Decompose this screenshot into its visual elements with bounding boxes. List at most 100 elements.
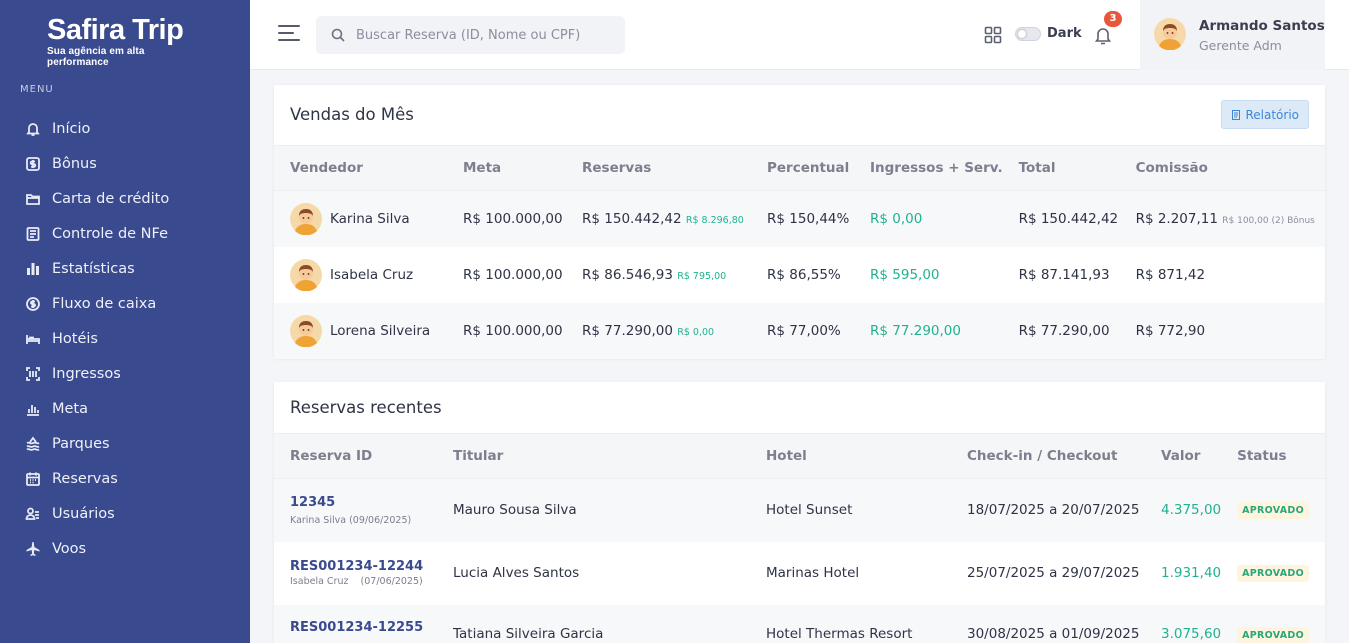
meta-cell: R$ 100.000,00 bbox=[447, 302, 566, 359]
reserva-id-link[interactable]: RES001234-12255 bbox=[290, 619, 424, 635]
table-row[interactable]: Isabela Cruz R$ 100.000,00 R$ 86.546,93 … bbox=[274, 247, 1325, 303]
sales-card: Vendas do Mês Relatório Vendedor Meta Re… bbox=[274, 85, 1325, 359]
user-name: Armando Santos bbox=[1199, 18, 1325, 34]
sidebar-item-ingressos[interactable]: Ingressos bbox=[0, 356, 250, 391]
sidebar-item-label: Hotéis bbox=[52, 330, 98, 347]
valor-cell: 4.375,00 bbox=[1145, 478, 1222, 542]
bed-icon bbox=[24, 330, 42, 348]
reserva-seller-date: Isabela Cruz (07/06/2025) bbox=[290, 576, 423, 587]
reserva-id-link[interactable]: RES001234-12244 bbox=[290, 559, 424, 574]
col-checkin-checkout: Check-in / Checkout bbox=[951, 433, 1145, 479]
sales-table: Vendedor Meta Reservas Percentual Ingres… bbox=[274, 145, 1325, 359]
comissao-cell: R$ 871,42 bbox=[1120, 247, 1325, 303]
titular-cell: Mauro Sousa Silva bbox=[437, 478, 750, 542]
reserva-id-link[interactable]: 12345 bbox=[290, 494, 336, 510]
seller-avatar bbox=[290, 258, 322, 291]
bell-icon bbox=[24, 120, 42, 138]
brand-title: Safira Trip bbox=[47, 14, 184, 46]
seller-cell: Lorena Silveira bbox=[274, 302, 447, 359]
sidebar-item-label: Meta bbox=[52, 400, 89, 417]
reservations-table: Reserva ID Titular Hotel Check-in / Chec… bbox=[274, 433, 1325, 643]
user-role: Gerente Adm bbox=[1199, 38, 1282, 53]
sales-card-title: Vendas do Mês bbox=[290, 105, 414, 124]
ingressos-cell: R$ 0,00 bbox=[854, 190, 1003, 247]
col-meta: Meta bbox=[447, 145, 566, 191]
report-button[interactable]: Relatório bbox=[1221, 100, 1309, 129]
sidebar-item-controle-nfe[interactable]: Controle de NFe bbox=[0, 216, 250, 251]
report-icon bbox=[1232, 109, 1241, 120]
dollar-circle-icon bbox=[24, 295, 42, 313]
sidebar-item-estatisticas[interactable]: Estatísticas bbox=[0, 251, 250, 286]
sidebar-item-label: Fluxo de caixa bbox=[52, 295, 157, 312]
user-avatar bbox=[1154, 18, 1186, 50]
search-bar bbox=[316, 16, 625, 54]
sidebar-item-inicio[interactable]: Início bbox=[0, 111, 250, 146]
col-reserva-id: Reserva ID bbox=[274, 433, 437, 479]
notification-bell-icon[interactable] bbox=[1092, 24, 1114, 46]
waves-icon bbox=[24, 435, 42, 453]
sidebar-item-label: Bônus bbox=[52, 155, 97, 172]
status-cell: APROVADO bbox=[1221, 542, 1325, 605]
seller-name: Lorena Silveira bbox=[330, 322, 431, 339]
sidebar-item-reservas[interactable]: Reservas bbox=[0, 461, 250, 496]
status-cell: APROVADO bbox=[1221, 478, 1325, 542]
sidebar-item-carta-de-credito[interactable]: Carta de crédito bbox=[0, 181, 250, 216]
table-row[interactable]: Lorena Silveira R$ 100.000,00 R$ 77.290,… bbox=[274, 302, 1325, 359]
col-titular: Titular bbox=[437, 433, 750, 479]
table-row[interactable]: RES001234-12244 Isabela Cruz (07/06/2025… bbox=[274, 542, 1325, 605]
col-status: Status bbox=[1221, 433, 1325, 479]
dates-cell: 25/07/2025 a 29/07/2025 bbox=[967, 565, 1140, 581]
search-input[interactable] bbox=[356, 27, 616, 43]
comissao-cell: R$ 772,90 bbox=[1119, 302, 1325, 359]
col-comissao: Comissão bbox=[1119, 145, 1325, 191]
sidebar-item-bonus[interactable]: Bônus bbox=[0, 146, 250, 181]
sidebar-item-hoteis[interactable]: Hotéis bbox=[0, 321, 250, 356]
reserva-id-cell: 12345 Karina Silva (09/06/2025) bbox=[274, 478, 437, 542]
reservations-table-header: Reserva ID Titular Hotel Check-in / Chec… bbox=[274, 433, 1325, 479]
status-badge: APROVADO bbox=[1237, 626, 1309, 643]
calendar-icon bbox=[24, 470, 42, 488]
sidebar-item-label: Voos bbox=[52, 540, 87, 557]
sidebar-menu: Início Bônus Carta de crédito Controle d… bbox=[0, 111, 250, 566]
total-cell: R$ 77.290,00 bbox=[1002, 302, 1120, 359]
sidebar: Safira Trip Sua agência em alta performa… bbox=[0, 0, 250, 643]
percentual-cell: R$ 150,44% bbox=[751, 190, 854, 247]
table-row[interactable]: RES001234-12255 Tatiana Silveira Garcia … bbox=[274, 604, 1325, 643]
sidebar-item-label: Início bbox=[52, 120, 91, 137]
hotel-cell: Hotel Sunset bbox=[750, 478, 951, 542]
apps-grid-icon[interactable] bbox=[984, 26, 1002, 44]
sidebar-item-voos[interactable]: Voos bbox=[0, 531, 250, 566]
status-cell: APROVADO bbox=[1221, 604, 1325, 643]
sidebar-item-label: Ingressos bbox=[52, 365, 121, 382]
seller-cell: Isabela Cruz bbox=[274, 247, 447, 303]
table-row[interactable]: 12345 Karina Silva (09/06/2025) Mauro So… bbox=[274, 478, 1325, 542]
seller-avatar bbox=[290, 314, 322, 347]
status-badge: APROVADO bbox=[1237, 502, 1309, 520]
percentual-cell: R$ 86,55% bbox=[767, 266, 841, 283]
seller-avatar bbox=[290, 202, 322, 235]
col-vendedor: Vendedor bbox=[274, 145, 447, 191]
topbar: Dark 3 Armando Santos Gerente Adm bbox=[250, 0, 1349, 70]
hotel-cell: Hotel Thermas Resort bbox=[750, 604, 951, 643]
valor-cell: 3.075,60 bbox=[1145, 604, 1222, 643]
dates-cell: 18/07/2025 a 20/07/2025 bbox=[951, 478, 1145, 542]
brand-logo[interactable]: Safira Trip Sua agência em alta performa… bbox=[47, 14, 207, 68]
comissao-value: R$ 871,42 bbox=[1135, 266, 1206, 283]
user-menu[interactable]: Armando Santos Gerente Adm bbox=[1140, 0, 1325, 70]
status-badge: APROVADO bbox=[1237, 565, 1309, 582]
menu-label: MENU bbox=[20, 84, 54, 95]
brand-subtitle: Sua agência em alta performance bbox=[47, 46, 145, 68]
sidebar-item-parques[interactable]: Parques bbox=[0, 426, 250, 461]
sidebar-item-fluxo-de-caixa[interactable]: Fluxo de caixa bbox=[0, 286, 250, 321]
sidebar-item-meta[interactable]: Meta bbox=[0, 391, 250, 426]
titular-cell: Lucia Alves Santos bbox=[453, 565, 580, 581]
dark-mode-toggle[interactable] bbox=[1015, 27, 1041, 41]
recent-reservations-card: Reservas recentes Reserva ID Titular Hot… bbox=[274, 382, 1325, 643]
recent-card-title: Reservas recentes bbox=[290, 398, 442, 417]
sidebar-item-usuarios[interactable]: Usuários bbox=[0, 496, 250, 531]
table-row[interactable]: Karina Silva R$ 100.000,00 R$ 150.442,42… bbox=[274, 190, 1325, 247]
menu-toggle-icon[interactable] bbox=[278, 25, 300, 45]
reservas-cell: R$ 150.442,42 R$ 8.296,80 bbox=[566, 190, 751, 247]
reservas-value: R$ 150.442,42 bbox=[582, 210, 682, 227]
ingressos-cell: R$ 77.290,00 bbox=[854, 302, 1003, 359]
